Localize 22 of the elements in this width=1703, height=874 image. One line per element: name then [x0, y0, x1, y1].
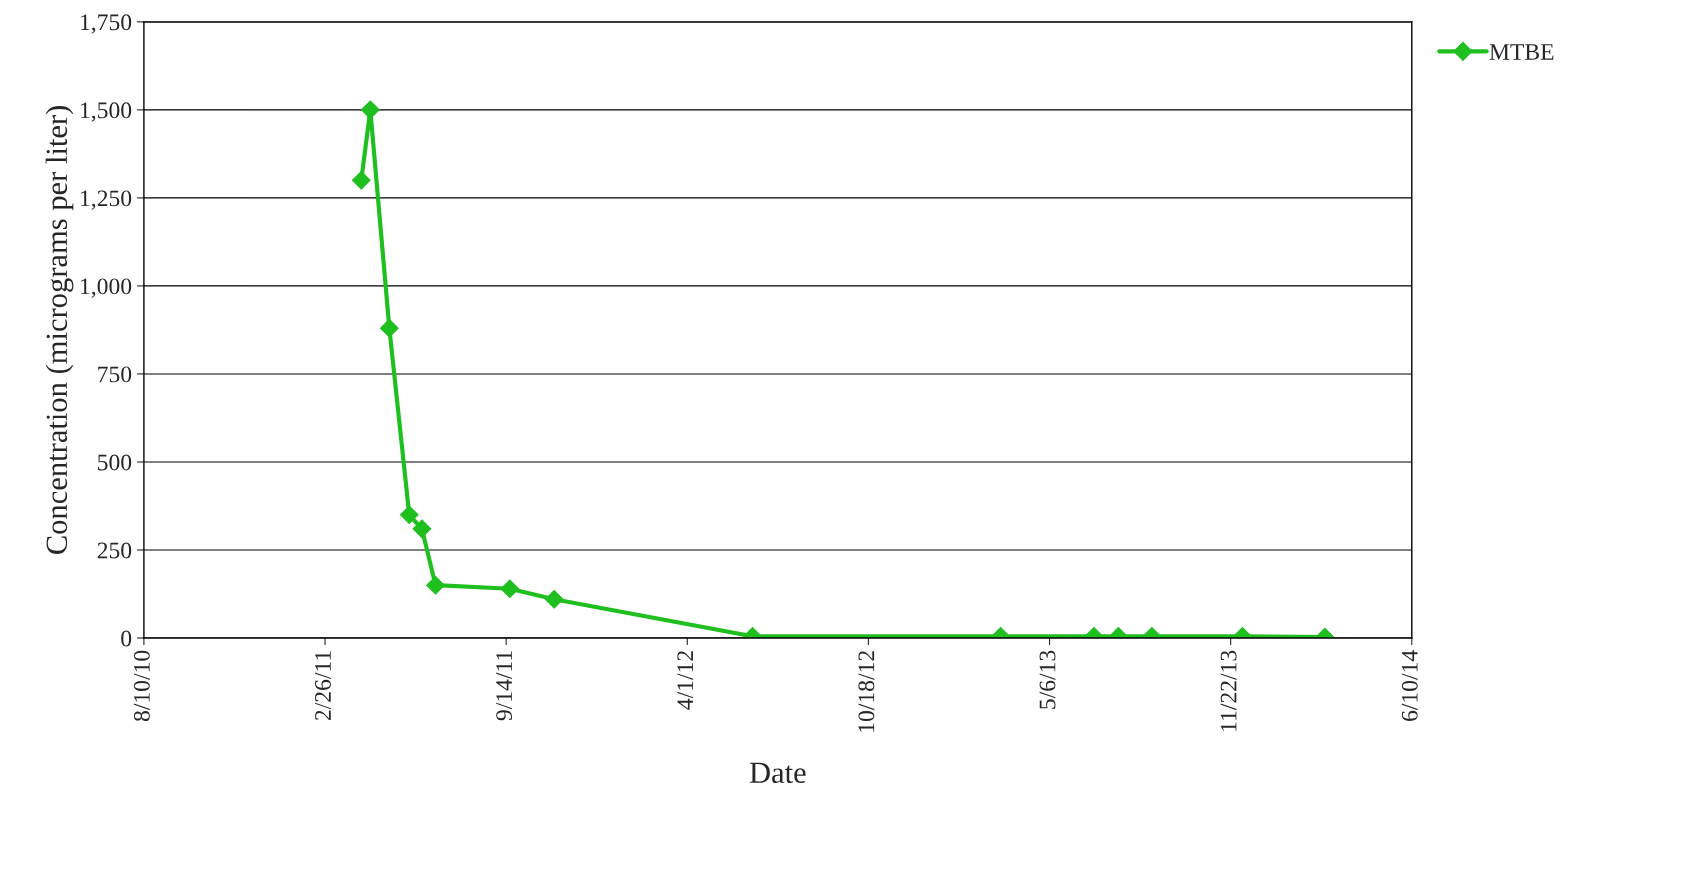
y-axis-title: Concentration (micrograms per liter) — [45, 106, 74, 554]
point — [379, 318, 399, 338]
x-tick-label: 2/26/11 — [315, 651, 331, 721]
y-tick-label: 250 — [97, 542, 132, 559]
x-tick-label: 4/1/12 — [677, 651, 694, 710]
x-axis-title: Date — [749, 762, 806, 784]
x-tick-label: 9/14/11 — [496, 651, 513, 721]
legend-label: MTBE — [1489, 44, 1554, 60]
y-tick-label: 500 — [98, 454, 132, 471]
y-tick-label: 1,250 — [81, 190, 132, 210]
y-tick-label: 750 — [98, 366, 132, 383]
x-tick-label: 6/10/14 — [1401, 650, 1418, 721]
x-tick-label: 10/18/12 — [858, 651, 875, 732]
x-tick-label: 8/10/10 — [133, 650, 150, 722]
point — [351, 170, 371, 190]
x-tick-label: 5/6/13 — [1039, 650, 1056, 709]
y-tick-label: 1,500 — [81, 102, 132, 122]
y-tick-label: 1,000 — [81, 278, 132, 298]
point — [360, 100, 380, 120]
y-tick-label: 0 — [121, 630, 132, 647]
y-tick-label: 1,750 — [81, 14, 132, 34]
x-tick-label: 11/22/13 — [1220, 650, 1237, 731]
